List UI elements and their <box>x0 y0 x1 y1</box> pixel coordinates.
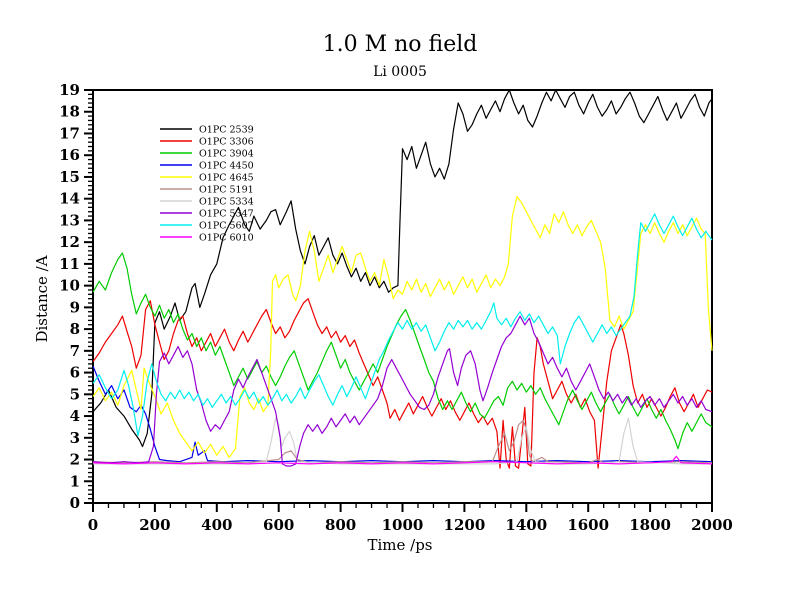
series-O1PC-5191 <box>92 419 713 464</box>
legend-item: O1PC 4645 <box>160 173 254 184</box>
x-tick-label: 2000 <box>691 516 733 534</box>
legend-label: O1PC 4450 <box>199 161 254 172</box>
chart-title: 1.0 M no field <box>322 32 478 57</box>
y-tick-label: 15 <box>59 168 80 186</box>
legend-item: O1PC 5191 <box>160 185 254 196</box>
y-tick-label: 8 <box>70 320 80 338</box>
y-tick-label: 13 <box>59 211 80 229</box>
y-tick-label: 11 <box>59 255 80 273</box>
x-tick-label: 400 <box>201 516 232 534</box>
legend-item: O1PC 5607 <box>160 221 254 232</box>
legend-item: O1PC 2539 <box>160 125 254 136</box>
y-tick-label: 14 <box>59 190 80 208</box>
x-tick-label: 1000 <box>382 516 424 534</box>
y-tick-label: 12 <box>59 233 80 251</box>
y-tick-label: 17 <box>59 124 80 142</box>
legend-label: O1PC 5347 <box>199 209 254 220</box>
legend-label: O1PC 5607 <box>199 221 254 232</box>
x-axis-label: Time /ps <box>367 536 433 554</box>
series-O1PC-2539 <box>92 89 713 448</box>
series-O1PC-5334 <box>93 417 712 465</box>
y-tick-label: 1 <box>70 472 80 490</box>
legend-item: O1PC 4450 <box>160 161 254 172</box>
y-tick-label: 7 <box>70 342 80 360</box>
legend-label: O1PC 2539 <box>199 125 254 136</box>
legend-item: O1PC 5334 <box>160 197 254 208</box>
x-tick-label: 0 <box>88 516 98 534</box>
legend-label: O1PC 3306 <box>199 137 254 148</box>
y-tick-label: 0 <box>70 494 80 512</box>
series-O1PC-3904 <box>92 252 713 450</box>
series-O1PC-5347 <box>92 315 713 467</box>
y-tick-label: 2 <box>70 451 80 469</box>
x-tick-label: 600 <box>263 516 294 534</box>
y-tick-label: 9 <box>70 298 80 316</box>
legend-item: O1PC 3306 <box>160 137 254 148</box>
x-tick-label: 1400 <box>505 516 547 534</box>
legend-label: O1PC 4645 <box>199 173 254 184</box>
legend-item: O1PC 3904 <box>160 149 254 160</box>
x-tick-label: 1600 <box>567 516 609 534</box>
x-tick-label: 800 <box>325 516 356 534</box>
y-tick-label: 10 <box>59 277 80 295</box>
chart-subtitle: Li 0005 <box>373 64 427 80</box>
series-O1PC-5607 <box>92 213 713 437</box>
legend-label: O1PC 6010 <box>199 233 254 244</box>
series-O1PC-4645 <box>92 195 713 458</box>
y-tick-label: 18 <box>59 103 80 121</box>
y-tick-label: 16 <box>59 146 80 164</box>
legend-item: O1PC 6010 <box>160 233 254 244</box>
y-tick-label: 6 <box>70 364 80 382</box>
x-tick-label: 1800 <box>629 516 671 534</box>
x-tick-label: 1200 <box>444 516 486 534</box>
series-O1PC-6010 <box>92 455 713 465</box>
x-tick-label: 200 <box>139 516 170 534</box>
y-tick-label: 3 <box>70 429 80 447</box>
legend-label: O1PC 3904 <box>199 149 254 160</box>
y-tick-label: 19 <box>59 81 80 99</box>
series-O1PC-4450 <box>92 365 713 463</box>
legend-item: O1PC 5347 <box>160 209 254 220</box>
y-tick-label: 4 <box>70 407 80 425</box>
y-tick-label: 5 <box>70 385 80 403</box>
legend-label: O1PC 5334 <box>199 197 254 208</box>
legend-label: O1PC 5191 <box>199 185 254 196</box>
